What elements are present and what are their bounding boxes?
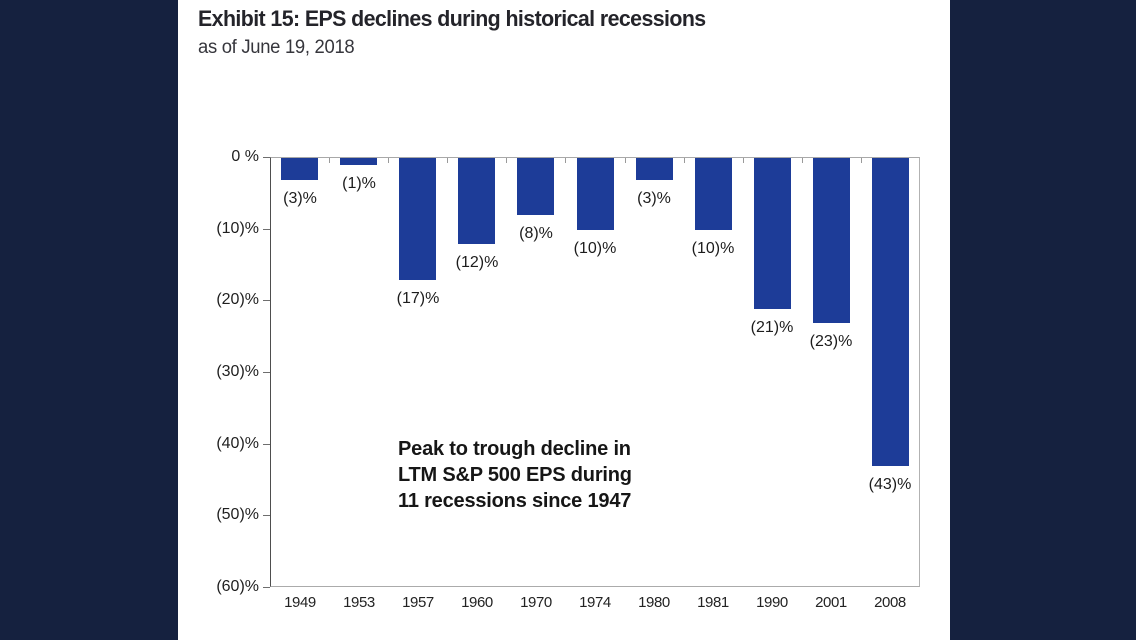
exhibit-subtitle: as of June 19, 2018 <box>198 37 355 58</box>
category-boundary-tick <box>565 158 566 163</box>
x-tick-label: 1953 <box>343 594 375 611</box>
x-tick-label: 1990 <box>756 594 788 611</box>
x-tick-label: 2008 <box>874 594 906 611</box>
x-tick-label: 1949 <box>284 594 316 611</box>
y-tick-label: (10)% <box>216 219 259 237</box>
y-tick-label: (20)% <box>216 291 259 309</box>
y-tick-label: 0 % <box>231 148 259 165</box>
y-tick-label: (30)% <box>216 363 259 380</box>
bar-value-label: (8)% <box>519 225 553 242</box>
bar-value-label: (23)% <box>809 333 853 350</box>
y-tick-label: (40)% <box>216 434 259 452</box>
bar-1990 <box>754 158 791 309</box>
category-boundary-tick <box>506 158 507 163</box>
x-tick-label: 1974 <box>579 594 611 611</box>
y-tick-mark <box>263 157 270 158</box>
x-tick-label: 1960 <box>461 594 493 611</box>
bar-value-label: (21)% <box>750 319 794 336</box>
bar-1974 <box>577 158 614 230</box>
bar-value-label: (1)% <box>342 175 376 192</box>
category-boundary-tick <box>684 158 685 163</box>
bar-1980 <box>636 158 673 180</box>
annotation-line: LTM S&P 500 EPS during <box>398 464 632 486</box>
bar-1953 <box>340 158 377 165</box>
y-tick-mark <box>263 300 270 301</box>
y-tick-mark <box>263 515 270 516</box>
x-tick-label: 2001 <box>815 594 847 611</box>
bar-value-label: (17)% <box>396 290 440 307</box>
x-tick-label: 1970 <box>520 594 552 611</box>
y-tick-mark <box>263 444 270 445</box>
x-tick-label: 1957 <box>402 594 434 611</box>
exhibit-title: Exhibit 15: EPS declines during historic… <box>198 6 706 31</box>
bar-2008 <box>872 158 909 466</box>
category-boundary-tick <box>861 158 862 163</box>
category-boundary-tick <box>329 158 330 163</box>
category-boundary-tick <box>802 158 803 163</box>
category-boundary-tick <box>388 158 389 163</box>
annotation-line: 11 recessions since 1947 <box>398 490 632 512</box>
bar-1949 <box>281 158 318 180</box>
bar-value-label: (3)% <box>283 190 317 207</box>
y-tick-mark <box>263 229 270 230</box>
y-tick-label: (50)% <box>216 506 259 524</box>
bar-1960 <box>458 158 495 244</box>
bar-1970 <box>517 158 554 215</box>
x-tick-label: 1981 <box>697 594 729 611</box>
bar-value-label: (10)% <box>573 240 617 257</box>
eps-decline-bar-chart: 0 % (10)% (20)% (30)% (40)% (50)% (60)% (3)% 194… <box>178 0 950 640</box>
y-tick-label: (60)% <box>216 578 259 595</box>
category-boundary-tick <box>625 158 626 163</box>
annotation-line: Peak to trough decline in <box>398 438 631 460</box>
exhibit-panel: Exhibit 15: EPS declines during historic… <box>178 0 950 640</box>
bar-2001 <box>813 158 850 323</box>
bar-value-label: (43)% <box>868 476 912 493</box>
y-tick-mark <box>263 587 270 588</box>
bar-value-label: (3)% <box>637 190 671 207</box>
y-tick-mark <box>263 372 270 373</box>
category-boundary-tick <box>743 158 744 163</box>
bar-1981 <box>695 158 732 230</box>
bar-1957 <box>399 158 436 280</box>
category-boundary-tick <box>447 158 448 163</box>
x-tick-label: 1980 <box>638 594 670 611</box>
chart-annotation: Peak to trough decline in LTM S&P 500 EPS… <box>398 436 632 514</box>
bar-value-label: (12)% <box>455 254 499 271</box>
bar-value-label: (10)% <box>691 240 735 257</box>
